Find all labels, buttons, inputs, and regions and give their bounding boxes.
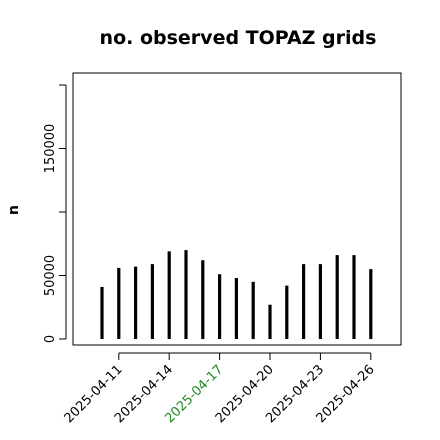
y-axis-label: n — [6, 205, 22, 215]
y-tick-label: 150000 — [43, 124, 58, 174]
bars — [100, 250, 373, 339]
y-tick-label: 50000 — [43, 255, 58, 296]
y-tick-label: 0 — [43, 335, 58, 343]
x-axis: 2025-04-112025-04-142025-04-172025-04-20… — [62, 352, 378, 426]
chart-title: no. observed TOPAZ grids — [100, 27, 377, 49]
plot-frame — [72, 72, 402, 346]
y-axis: 0 50000 150000 — [43, 84, 67, 343]
